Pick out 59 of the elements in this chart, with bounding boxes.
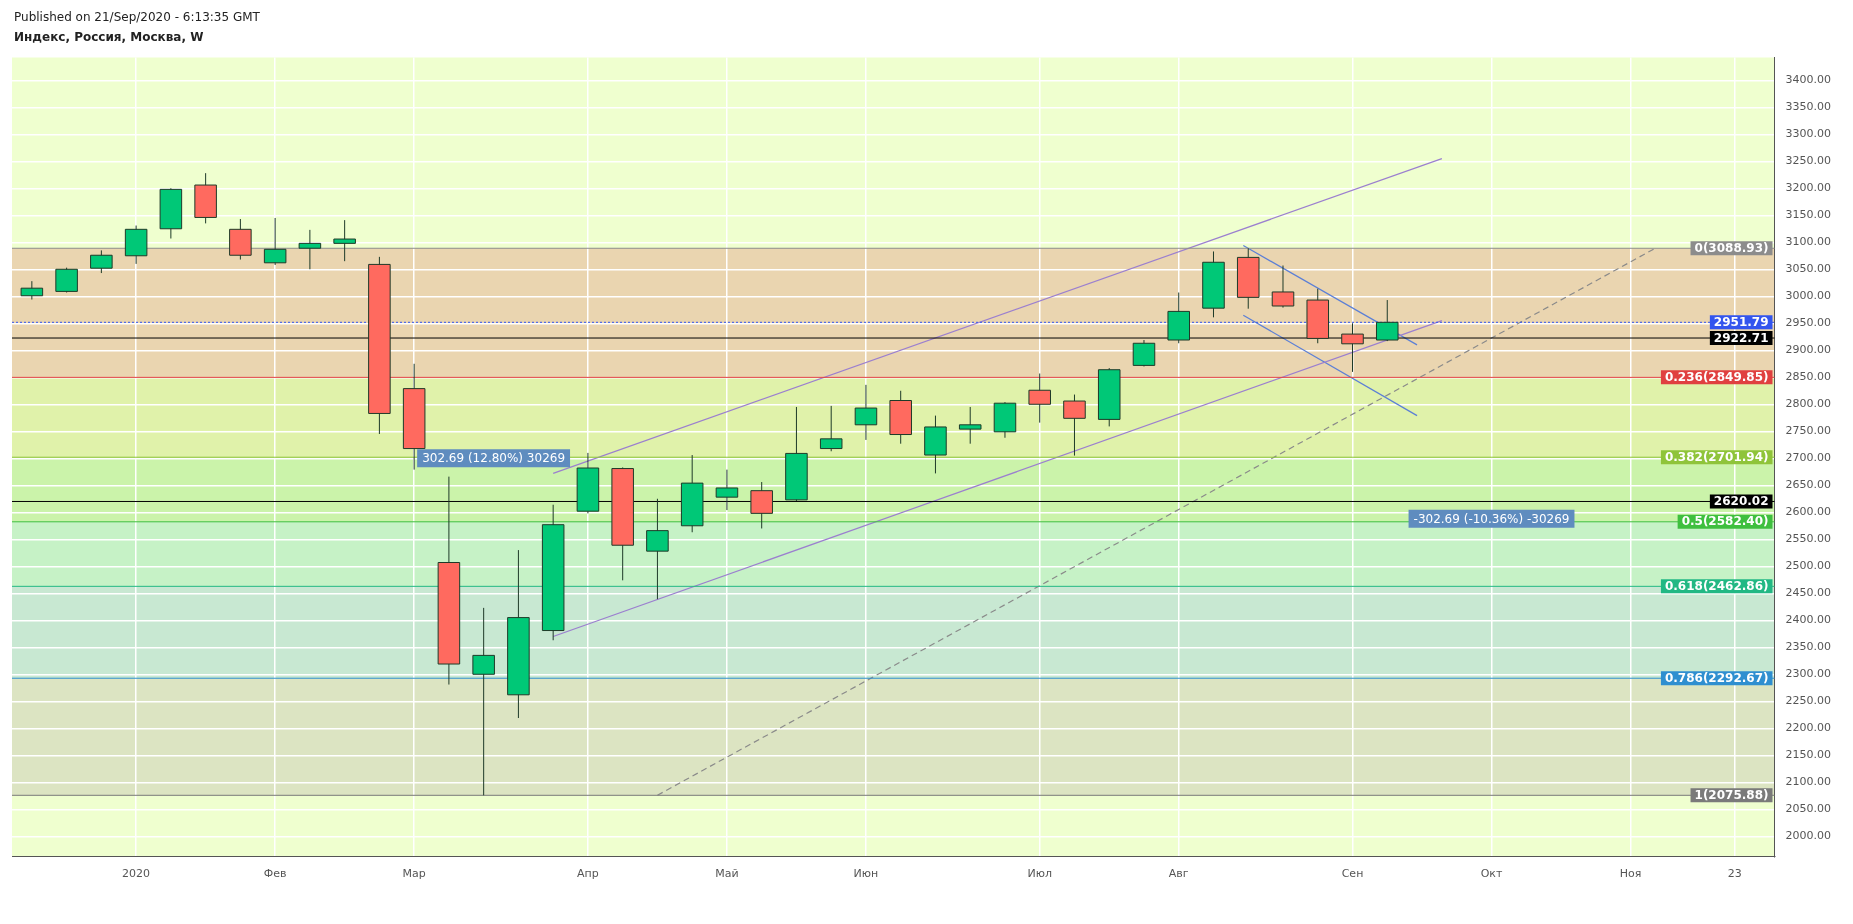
x-tick-label: Июн <box>853 867 879 881</box>
chart-title: Индекс, Россия, Москва, W <box>13 29 205 46</box>
x-tick-label: Май <box>715 867 739 881</box>
x-tick-label: Апр <box>577 867 599 881</box>
y-tick-label: 2100.00 <box>1785 775 1832 789</box>
annotation: 302.69 (12.80%) 30269 <box>422 451 566 466</box>
y-tick-label: 2800.00 <box>1785 397 1832 411</box>
y-tick-label: 2200.00 <box>1785 721 1832 735</box>
x-tick-label: Июл <box>1027 867 1052 881</box>
annotation: -302.69 (-10.36%) -30269 <box>1413 511 1570 526</box>
y-tick-label: 3050.00 <box>1785 262 1832 276</box>
y-tick-label: 2650.00 <box>1785 478 1832 492</box>
y-tick-label: 2300.00 <box>1785 667 1832 681</box>
x-tick-label: Авг <box>1168 867 1189 881</box>
ref-line-label: 0.618(2462.86) <box>1664 578 1769 593</box>
y-tick-label: 2450.00 <box>1785 586 1832 600</box>
ref-line-label: 2922.71 <box>1713 330 1769 345</box>
y-tick-label: 3300.00 <box>1785 127 1832 141</box>
y-tick-label: 3150.00 <box>1785 208 1832 222</box>
ref-line-label: 0.236(2849.85) <box>1664 369 1769 384</box>
y-tick-label: 2850.00 <box>1785 370 1832 384</box>
y-tick-label: 2750.00 <box>1785 424 1832 438</box>
y-tick-label: 2150.00 <box>1785 748 1832 762</box>
ref-line-label: 2620.02 <box>1713 494 1769 509</box>
ref-line-label: 2951.79 <box>1713 314 1769 329</box>
y-tick-label: 2900.00 <box>1785 343 1832 357</box>
x-tick-label: Сен <box>1341 867 1364 881</box>
ref-line-label: 1(2075.88) <box>1694 787 1769 802</box>
y-tick-label: 2500.00 <box>1785 559 1832 573</box>
y-tick-label: 2600.00 <box>1785 505 1832 519</box>
x-tick-label: 23 <box>1727 867 1742 881</box>
y-tick-label: 2350.00 <box>1785 640 1832 654</box>
y-tick-label: 3200.00 <box>1785 181 1832 195</box>
candlestick <box>55 267 78 293</box>
x-tick-label: Фев <box>263 867 287 881</box>
x-tick-label: 2020 <box>122 867 151 881</box>
candlestick <box>1063 394 1086 457</box>
candlestick <box>646 498 669 600</box>
y-tick-label: 2550.00 <box>1785 532 1832 546</box>
y-tick-label: 2950.00 <box>1785 316 1832 330</box>
x-tick-label: Окт <box>1480 867 1503 881</box>
y-tick-label: 2250.00 <box>1785 694 1832 708</box>
y-tick-label: 2000.00 <box>1785 829 1832 843</box>
candlestick <box>750 481 773 529</box>
ref-line-label: 0.382(2701.94) <box>1664 449 1769 464</box>
y-tick-label: 3250.00 <box>1785 154 1832 168</box>
x-tick-label: Мар <box>402 867 426 881</box>
y-tick-label: 3400.00 <box>1785 73 1832 87</box>
y-tick-label: 3000.00 <box>1785 289 1832 303</box>
text: Published on 21/Sep/2020 - 6:13:35 GMT <box>13 9 261 26</box>
ref-line-label: 0.786(2292.67) <box>1664 670 1769 685</box>
y-tick-label: 3100.00 <box>1785 235 1832 249</box>
y-tick-label: 3350.00 <box>1785 100 1832 114</box>
x-tick-label: Ноя <box>1619 867 1642 881</box>
ref-line-label: 0.5(2582.40) <box>1681 514 1769 529</box>
y-tick-label: 2050.00 <box>1785 802 1832 816</box>
y-tick-label: 2700.00 <box>1785 451 1832 465</box>
y-tick-label: 2400.00 <box>1785 613 1832 627</box>
ref-line-label: 0(3088.93) <box>1694 240 1769 255</box>
